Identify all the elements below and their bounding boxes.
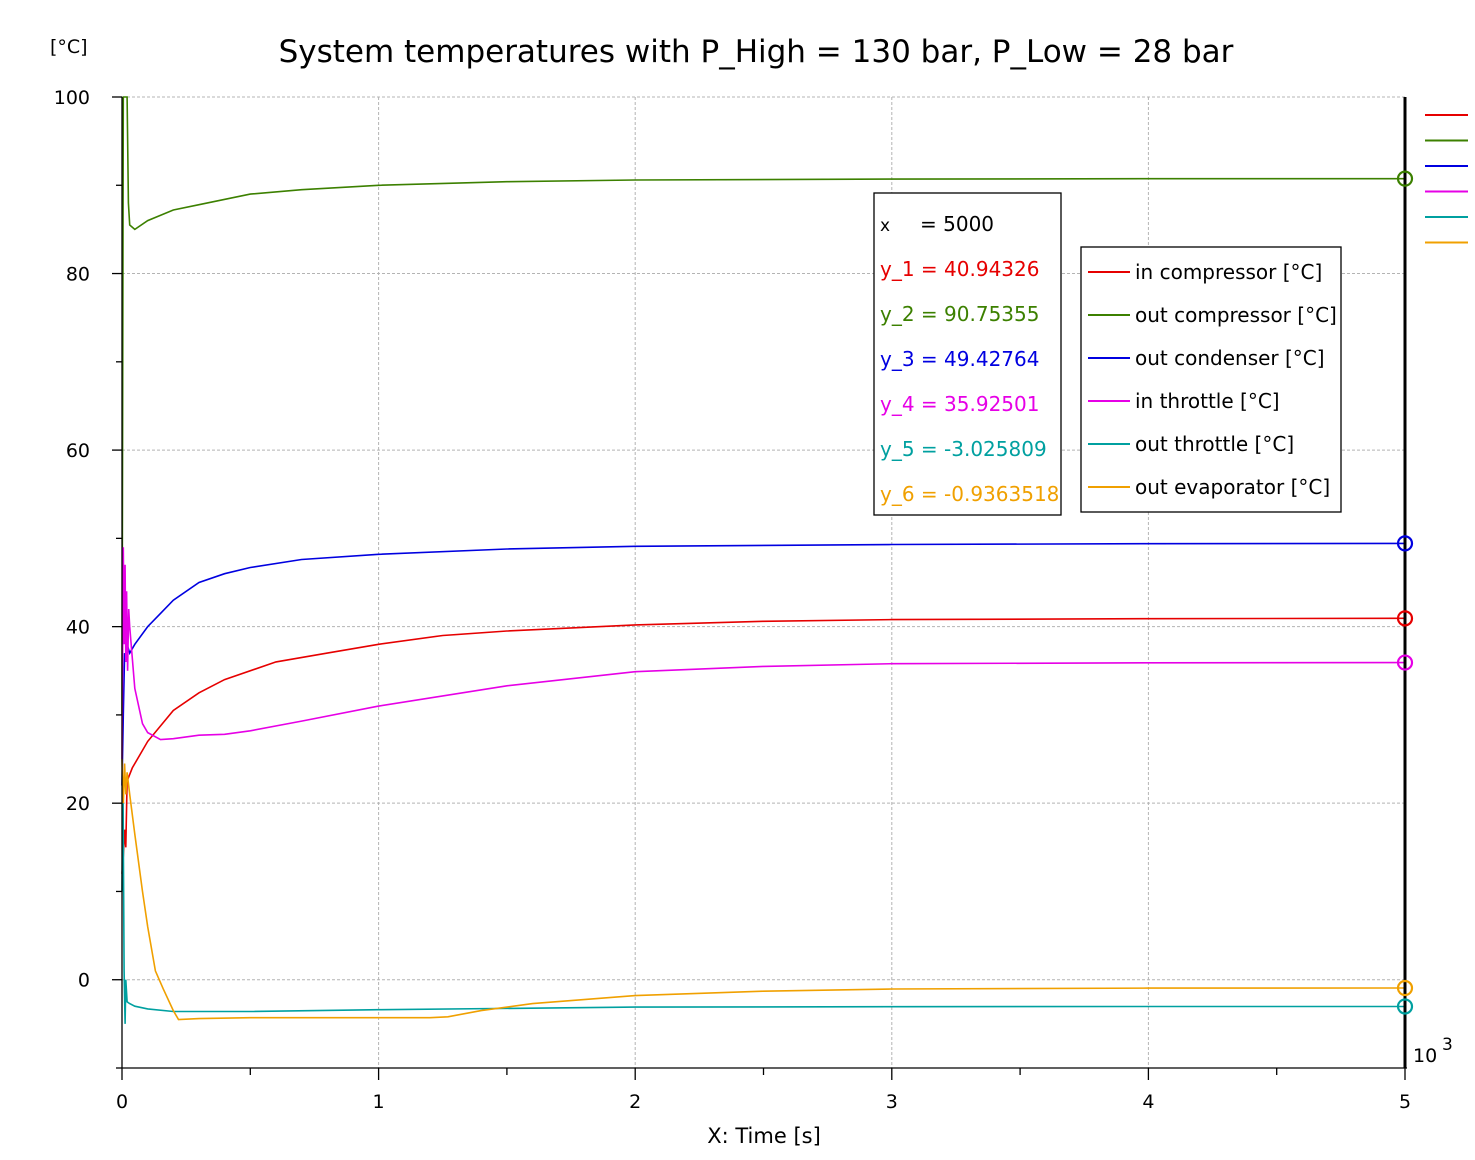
x-tick-label: 1: [373, 1091, 385, 1113]
legend: in compressor [°C] out compressor [°C] out…: [1080, 246, 1342, 513]
series-line-6: [121, 758, 1406, 1021]
cursor-marker-4: [1396, 654, 1414, 671]
legend-label-3: out condenser [°C]: [1135, 346, 1325, 370]
cursor-readout-y5: y_5 = -3.025809: [880, 437, 1047, 461]
legend-label-2: out compressor [°C]: [1135, 303, 1337, 327]
cursor-marker-1: [1396, 610, 1414, 627]
y-ticks: 0 20 40 60 80 100: [54, 87, 122, 1069]
x-scale-exponent: 3: [1442, 1035, 1453, 1055]
series-line-3: [121, 542, 1406, 786]
cursor-marker-3: [1396, 535, 1414, 552]
x-tick-label: 0: [116, 1091, 128, 1113]
cursor-x-label: x: [880, 216, 890, 236]
series-line-1: [121, 617, 1406, 874]
legend-label-6: out evaporator [°C]: [1135, 475, 1330, 499]
y-tick-label: 0: [78, 970, 90, 992]
x-ticks: 0 1 2 3 4 5: [116, 1068, 1411, 1113]
y-tick-label: 40: [66, 617, 90, 639]
y-tick-label: 60: [66, 440, 90, 462]
cursor-marker-5: [1396, 998, 1414, 1015]
cursor-readout-y3: y_3 = 49.42764: [880, 347, 1039, 371]
cursor-markers: [1396, 170, 1414, 1015]
series-line-5: [121, 785, 1405, 1024]
series-line-4: [121, 547, 1406, 760]
legend-label-4: in throttle [°C]: [1135, 389, 1280, 413]
legend-label-1: in compressor [°C]: [1135, 260, 1322, 284]
cursor-readout-y4: y_4 = 35.92501: [880, 392, 1039, 416]
x-tick-label: 4: [1142, 1091, 1154, 1113]
grid: [122, 96, 1406, 1068]
cursor-readout-y2: y_2 = 90.75355: [880, 302, 1039, 326]
y-tick-label: 20: [66, 793, 90, 815]
cursor-marker-2: [1396, 170, 1414, 187]
x-tick-label: 5: [1399, 1091, 1411, 1113]
y-tick-label: 100: [54, 87, 90, 109]
cursor-x-value: = 5000: [920, 212, 994, 236]
legend-label-5: out throttle [°C]: [1135, 432, 1294, 456]
y-tick-label: 80: [66, 264, 90, 286]
cursor-readout-y1: y_1 = 40.94326: [880, 257, 1039, 281]
x-axis-label: X: Time [s]: [707, 1124, 821, 1148]
x-scale-base: 10: [1413, 1045, 1437, 1067]
chart-title: System temperatures with P_High = 130 ba…: [279, 34, 1234, 70]
cursor-marker-6: [1396, 979, 1414, 997]
axes: [121, 97, 1407, 1069]
cursor-readout-y6: y_6 = -0.9363518: [880, 482, 1059, 506]
x-tick-label: 2: [629, 1091, 641, 1113]
series-lines: [121, 96, 1406, 1024]
series-line-2: [121, 96, 1405, 715]
x-tick-label: 3: [886, 1091, 898, 1113]
right-color-key: [1425, 114, 1468, 244]
cursor-readout-box: x = 5000 y_1 = 40.94326 y_2 = 90.75355 y_3…: [873, 192, 1062, 516]
y-unit-label: [°C]: [50, 36, 88, 58]
